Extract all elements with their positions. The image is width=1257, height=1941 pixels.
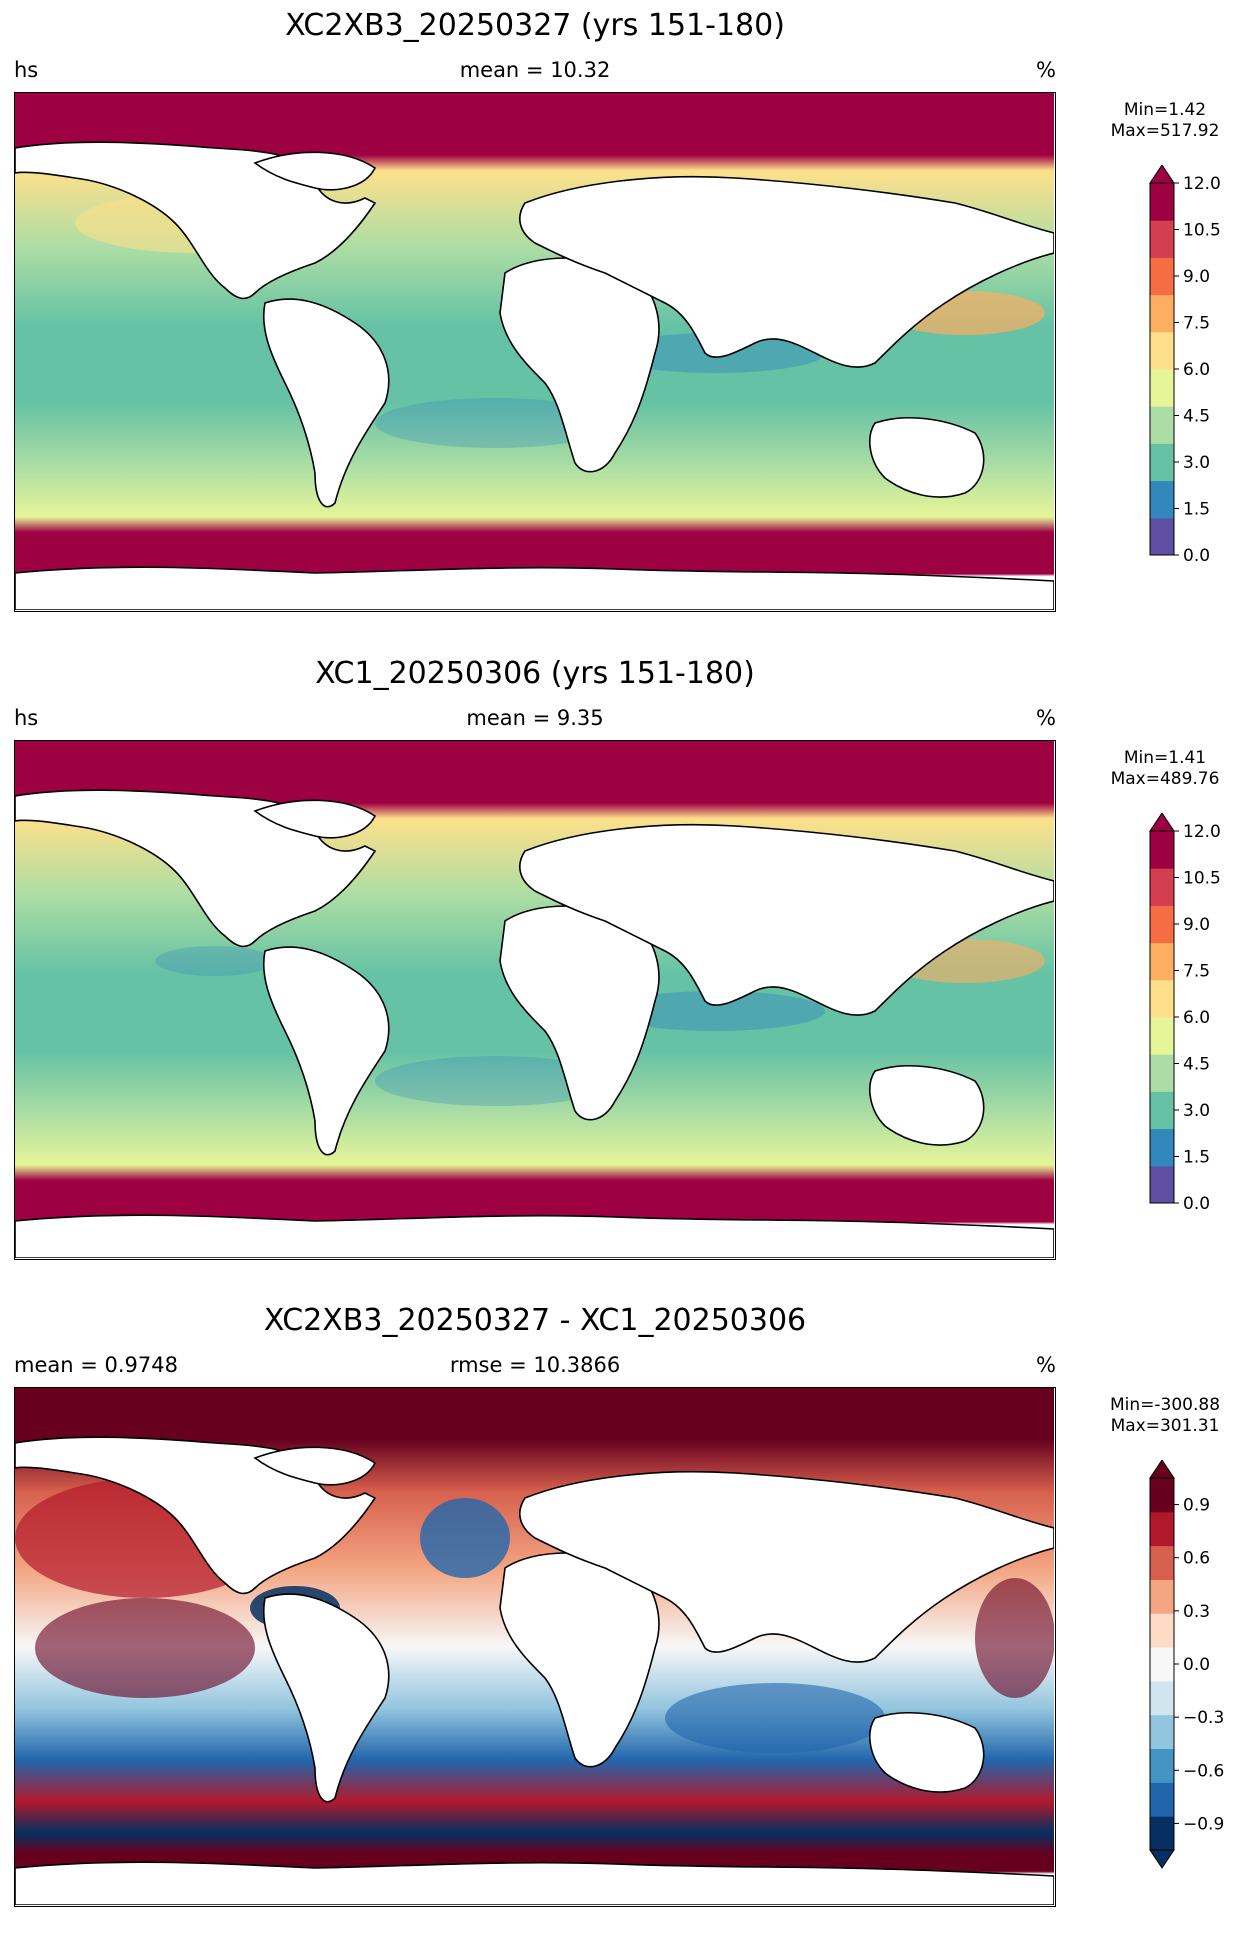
colorbar-tick-label: 4.5 — [1183, 407, 1210, 427]
colorbar-segment — [1150, 1748, 1174, 1783]
mean-label: mean = 0.9748 — [14, 1353, 178, 1377]
colorbar-segment — [1150, 979, 1174, 1018]
colorbar-tick-label: 0.0 — [1183, 1655, 1210, 1675]
colorbar-segment — [1150, 331, 1174, 370]
max-value: Max=301.31 — [1110, 1416, 1220, 1436]
colorbar-segment — [1150, 868, 1174, 906]
colorbar-segment — [1150, 1613, 1174, 1648]
colorbar-tick-label: 1.5 — [1183, 1148, 1210, 1168]
colorbar-tick-label: 10.5 — [1183, 869, 1221, 889]
colorbar-segment — [1150, 1782, 1174, 1817]
max-value: Max=489.76 — [1110, 769, 1220, 789]
colorbar-tick-label: 6.0 — [1183, 360, 1210, 380]
colorbar-segment — [1150, 1714, 1174, 1750]
colorbar-extend-max-arrow — [1149, 813, 1175, 832]
colorbar-segment — [1150, 294, 1174, 333]
world-map — [14, 740, 1056, 1260]
colorbar-tick-label: 9.0 — [1183, 267, 1210, 287]
units-label: % — [1036, 706, 1056, 730]
colorbar-segment — [1150, 1054, 1174, 1092]
colorbar-tick-label: 4.5 — [1183, 1055, 1210, 1075]
colorbar-segment — [1150, 1165, 1174, 1204]
mean-label: mean = 9.35 — [466, 706, 604, 730]
colorbar-segment — [1150, 1478, 1174, 1513]
colorbar-tick-label: −0.6 — [1183, 1761, 1224, 1781]
rmse-label: rmse = 10.3866 — [449, 1353, 621, 1377]
colorbar-segment — [1150, 942, 1174, 981]
min-max-readout: Min=1.41 Max=489.76 — [1080, 748, 1250, 790]
colorbar-segment — [1150, 831, 1174, 869]
field-plot — [15, 1388, 1054, 1905]
colorbar-tick-label: 0.0 — [1183, 546, 1210, 566]
colorbar-segment — [1150, 1579, 1174, 1614]
max-value: Max=517.92 — [1110, 121, 1220, 141]
world-map — [14, 92, 1056, 612]
colorbar-tick-label: 12.0 — [1183, 822, 1221, 842]
colorbar-segment — [1150, 1680, 1174, 1716]
colorbar-tick-label: 1.5 — [1183, 500, 1210, 520]
colorbar-tick-label: 3.0 — [1183, 453, 1210, 473]
colorbar-tick-label: 12.0 — [1183, 174, 1221, 194]
colorbar-segment — [1150, 480, 1174, 519]
colorbar-segment — [1150, 1511, 1174, 1547]
variable-label: hs — [14, 706, 39, 730]
colorbar-segment — [1150, 1128, 1174, 1167]
colorbar-segment — [1150, 1647, 1174, 1682]
colorbar-tick-label: 9.0 — [1183, 915, 1210, 935]
map-panel-1: XC2XB3_20250327 (yrs 151-180) hs mean = … — [0, 0, 1257, 646]
colorbar-segment — [1150, 443, 1174, 482]
min-value: Min=-300.88 — [1109, 1395, 1221, 1415]
colorbar-segment — [1150, 1091, 1174, 1130]
colorbar-tick-label: 7.5 — [1183, 314, 1210, 334]
colorbar-tick-label: 3.0 — [1183, 1101, 1210, 1121]
colorbar-segment — [1150, 1017, 1174, 1055]
colorbar-extend-min-arrow — [1149, 1849, 1175, 1869]
colorbar-segment — [1150, 220, 1174, 258]
colorbar-tick-label: 6.0 — [1183, 1008, 1210, 1028]
colorbar: −0.9 −0.6 −0.3 0.0 0.3 0.6 0.9 — [1149, 1460, 1224, 1869]
colorbar-segment — [1150, 257, 1174, 296]
land-outlines — [15, 141, 1054, 610]
panel-title: XC2XB3_20250327 (yrs 151-180) — [285, 8, 785, 43]
land-outlines — [15, 789, 1054, 1258]
variable-label: hs — [14, 58, 39, 82]
field-plot — [15, 741, 1054, 1258]
colorbar-segment — [1150, 406, 1174, 444]
colorbar-tick-label: 0.0 — [1183, 1194, 1210, 1214]
mean-label: mean = 10.32 — [459, 58, 611, 82]
panel-title: XC2XB3_20250327 - XC1_20250306 — [263, 1303, 807, 1338]
min-max-readout: Min=1.42 Max=517.92 — [1080, 100, 1250, 142]
land-outlines — [15, 1436, 1054, 1905]
colorbar-segment — [1150, 905, 1174, 944]
map-panel-2: XC1_20250306 (yrs 151-180) hs mean = 9.3… — [0, 648, 1257, 1294]
colorbar-segment — [1150, 1816, 1174, 1851]
units-label: % — [1036, 58, 1056, 82]
colorbar: 0.0 1.5 3.0 4.5 6.0 7.5 9.0 10.5 12.0 — [1149, 165, 1221, 566]
min-value: Min=1.41 — [1123, 748, 1207, 768]
colorbar-extend-max-arrow — [1149, 1460, 1175, 1479]
colorbar-segment — [1150, 369, 1174, 407]
colorbar-segment — [1150, 517, 1174, 556]
colorbar-segment — [1150, 1545, 1174, 1580]
colorbar-tick-label: 7.5 — [1183, 962, 1210, 982]
colorbar-tick-label: 0.6 — [1183, 1549, 1210, 1569]
colorbar-extend-max-arrow — [1149, 165, 1175, 184]
colorbar-tick-label: −0.9 — [1183, 1814, 1224, 1834]
colorbar-tick-label: 0.3 — [1183, 1602, 1210, 1622]
colorbar-tick-label: 10.5 — [1183, 221, 1221, 241]
colorbar-tick-label: 0.9 — [1183, 1496, 1210, 1516]
colorbar-tick-label: −0.3 — [1183, 1708, 1224, 1728]
min-value: Min=1.42 — [1123, 100, 1207, 120]
min-max-readout: Min=-300.88 Max=301.31 — [1080, 1395, 1250, 1437]
colorbar: 0.0 1.5 3.0 4.5 6.0 7.5 9.0 10.5 12.0 — [1149, 813, 1221, 1214]
units-label: % — [1036, 1353, 1056, 1377]
map-panel-3: XC2XB3_20250327 - XC1_20250306 mean = 0.… — [0, 1295, 1257, 1941]
world-map — [14, 1387, 1056, 1907]
field-plot — [15, 93, 1054, 610]
colorbar-segment — [1150, 183, 1174, 221]
panel-title: XC1_20250306 (yrs 151-180) — [315, 656, 755, 691]
